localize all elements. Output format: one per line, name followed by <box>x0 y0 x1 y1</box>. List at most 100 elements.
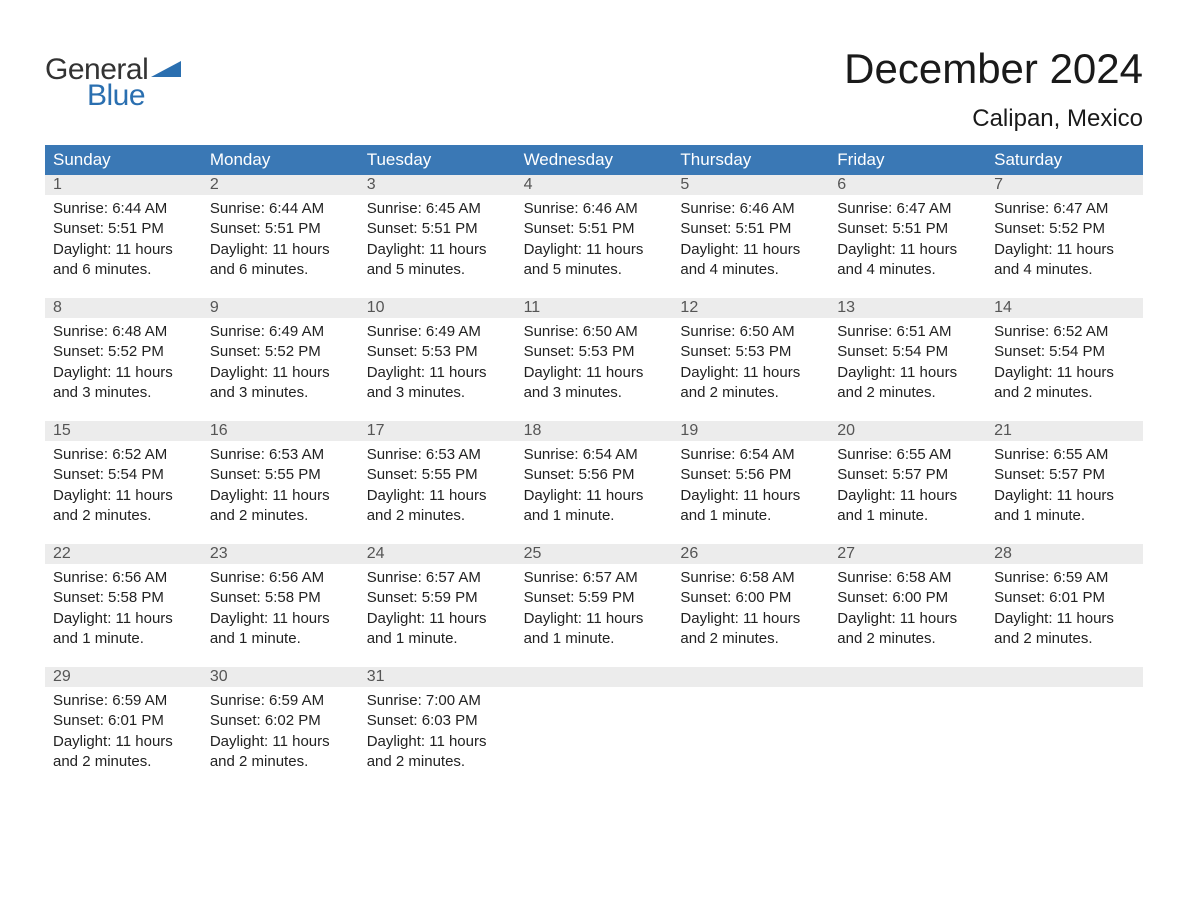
daylight-text: and 1 minute. <box>210 629 351 649</box>
day-header: Friday <box>829 145 986 175</box>
sunrise-text: Sunrise: 6:59 AM <box>210 691 351 711</box>
day-cell: Sunrise: 6:57 AMSunset: 5:59 PMDaylight:… <box>359 564 516 667</box>
daylight-text: Daylight: 11 hours <box>53 732 194 752</box>
day-number: 31 <box>359 667 516 687</box>
day-cell: Sunrise: 6:45 AMSunset: 5:51 PMDaylight:… <box>359 195 516 298</box>
daylight-text: Daylight: 11 hours <box>680 486 821 506</box>
sunrise-text: Sunrise: 7:00 AM <box>367 691 508 711</box>
sunset-text: Sunset: 6:01 PM <box>994 588 1135 608</box>
daylight-text: and 2 minutes. <box>367 752 508 772</box>
sunset-text: Sunset: 6:03 PM <box>367 711 508 731</box>
day-cell: Sunrise: 6:50 AMSunset: 5:53 PMDaylight:… <box>672 318 829 421</box>
day-number: 12 <box>672 298 829 318</box>
sunrise-text: Sunrise: 6:49 AM <box>210 322 351 342</box>
daylight-text: Daylight: 11 hours <box>53 486 194 506</box>
daylight-text: and 2 minutes. <box>53 752 194 772</box>
day-header: Wednesday <box>516 145 673 175</box>
sunset-text: Sunset: 5:58 PM <box>53 588 194 608</box>
day-cell <box>986 687 1143 790</box>
calendar-header-row: Sunday Monday Tuesday Wednesday Thursday… <box>45 145 1143 175</box>
daylight-text: Daylight: 11 hours <box>994 609 1135 629</box>
sunrise-text: Sunrise: 6:46 AM <box>680 199 821 219</box>
daylight-text: Daylight: 11 hours <box>994 486 1135 506</box>
calendar-week: 891011121314Sunrise: 6:48 AMSunset: 5:52… <box>45 298 1143 421</box>
logo-word2: Blue <box>87 81 181 111</box>
sunset-text: Sunset: 5:56 PM <box>524 465 665 485</box>
day-cell: Sunrise: 6:44 AMSunset: 5:51 PMDaylight:… <box>202 195 359 298</box>
sunrise-text: Sunrise: 6:55 AM <box>994 445 1135 465</box>
sunset-text: Sunset: 6:00 PM <box>680 588 821 608</box>
day-number: 30 <box>202 667 359 687</box>
daylight-text: and 2 minutes. <box>367 506 508 526</box>
day-cell: Sunrise: 6:52 AMSunset: 5:54 PMDaylight:… <box>986 318 1143 421</box>
day-cell: Sunrise: 6:59 AMSunset: 6:02 PMDaylight:… <box>202 687 359 790</box>
daylight-text: and 1 minute. <box>837 506 978 526</box>
day-cell: Sunrise: 6:58 AMSunset: 6:00 PMDaylight:… <box>829 564 986 667</box>
sunset-text: Sunset: 6:00 PM <box>837 588 978 608</box>
sunset-text: Sunset: 5:55 PM <box>367 465 508 485</box>
daylight-text: and 4 minutes. <box>837 260 978 280</box>
day-number: 19 <box>672 421 829 441</box>
sunset-text: Sunset: 5:51 PM <box>680 219 821 239</box>
daylight-text: Daylight: 11 hours <box>367 609 508 629</box>
daylight-text: Daylight: 11 hours <box>837 486 978 506</box>
day-number: 20 <box>829 421 986 441</box>
daylight-text: Daylight: 11 hours <box>367 732 508 752</box>
brand-logo: General Blue <box>45 25 181 111</box>
day-number: 11 <box>516 298 673 318</box>
day-cell: Sunrise: 6:57 AMSunset: 5:59 PMDaylight:… <box>516 564 673 667</box>
sunrise-text: Sunrise: 6:53 AM <box>210 445 351 465</box>
day-cell: Sunrise: 6:49 AMSunset: 5:53 PMDaylight:… <box>359 318 516 421</box>
sunrise-text: Sunrise: 6:56 AM <box>210 568 351 588</box>
daynum-row: 1234567 <box>45 175 1143 195</box>
calendar-week: 15161718192021Sunrise: 6:52 AMSunset: 5:… <box>45 421 1143 544</box>
daylight-text: and 3 minutes. <box>367 383 508 403</box>
day-cell: Sunrise: 6:52 AMSunset: 5:54 PMDaylight:… <box>45 441 202 544</box>
daylight-text: Daylight: 11 hours <box>367 486 508 506</box>
sunrise-text: Sunrise: 6:47 AM <box>994 199 1135 219</box>
daylight-text: Daylight: 11 hours <box>837 609 978 629</box>
calendar-week: 293031Sunrise: 6:59 AMSunset: 6:01 PMDay… <box>45 667 1143 790</box>
calendar: Sunday Monday Tuesday Wednesday Thursday… <box>45 145 1143 790</box>
sunrise-text: Sunrise: 6:58 AM <box>680 568 821 588</box>
sunset-text: Sunset: 5:53 PM <box>367 342 508 362</box>
daylight-text: and 2 minutes. <box>210 506 351 526</box>
page-header: General Blue December 2024 Calipan, Mexi… <box>45 25 1143 133</box>
sunset-text: Sunset: 5:51 PM <box>367 219 508 239</box>
day-number: 22 <box>45 544 202 564</box>
day-header: Saturday <box>986 145 1143 175</box>
day-number: 10 <box>359 298 516 318</box>
sunrise-text: Sunrise: 6:53 AM <box>367 445 508 465</box>
day-cell: Sunrise: 6:50 AMSunset: 5:53 PMDaylight:… <box>516 318 673 421</box>
daylight-text: Daylight: 11 hours <box>524 240 665 260</box>
daylight-text: Daylight: 11 hours <box>53 609 194 629</box>
daylight-text: and 2 minutes. <box>680 629 821 649</box>
day-number: 17 <box>359 421 516 441</box>
sunset-text: Sunset: 5:51 PM <box>210 219 351 239</box>
sunrise-text: Sunrise: 6:46 AM <box>524 199 665 219</box>
day-number: 28 <box>986 544 1143 564</box>
day-cell: Sunrise: 6:48 AMSunset: 5:52 PMDaylight:… <box>45 318 202 421</box>
sunset-text: Sunset: 5:51 PM <box>837 219 978 239</box>
sunrise-text: Sunrise: 6:47 AM <box>837 199 978 219</box>
sunset-text: Sunset: 5:51 PM <box>53 219 194 239</box>
day-cell: Sunrise: 7:00 AMSunset: 6:03 PMDaylight:… <box>359 687 516 790</box>
sunset-text: Sunset: 5:52 PM <box>994 219 1135 239</box>
day-number: 25 <box>516 544 673 564</box>
daylight-text: Daylight: 11 hours <box>210 486 351 506</box>
day-cell <box>516 687 673 790</box>
day-cell: Sunrise: 6:54 AMSunset: 5:56 PMDaylight:… <box>672 441 829 544</box>
day-cell: Sunrise: 6:59 AMSunset: 6:01 PMDaylight:… <box>45 687 202 790</box>
sunrise-text: Sunrise: 6:51 AM <box>837 322 978 342</box>
day-cell: Sunrise: 6:56 AMSunset: 5:58 PMDaylight:… <box>45 564 202 667</box>
daylight-text: Daylight: 11 hours <box>524 486 665 506</box>
daylight-text: and 2 minutes. <box>837 629 978 649</box>
day-number: 24 <box>359 544 516 564</box>
daylight-text: and 4 minutes. <box>680 260 821 280</box>
sunset-text: Sunset: 5:59 PM <box>367 588 508 608</box>
day-number <box>516 667 673 687</box>
day-number: 2 <box>202 175 359 195</box>
sunset-text: Sunset: 5:58 PM <box>210 588 351 608</box>
sunset-text: Sunset: 5:54 PM <box>53 465 194 485</box>
daylight-text: and 3 minutes. <box>210 383 351 403</box>
